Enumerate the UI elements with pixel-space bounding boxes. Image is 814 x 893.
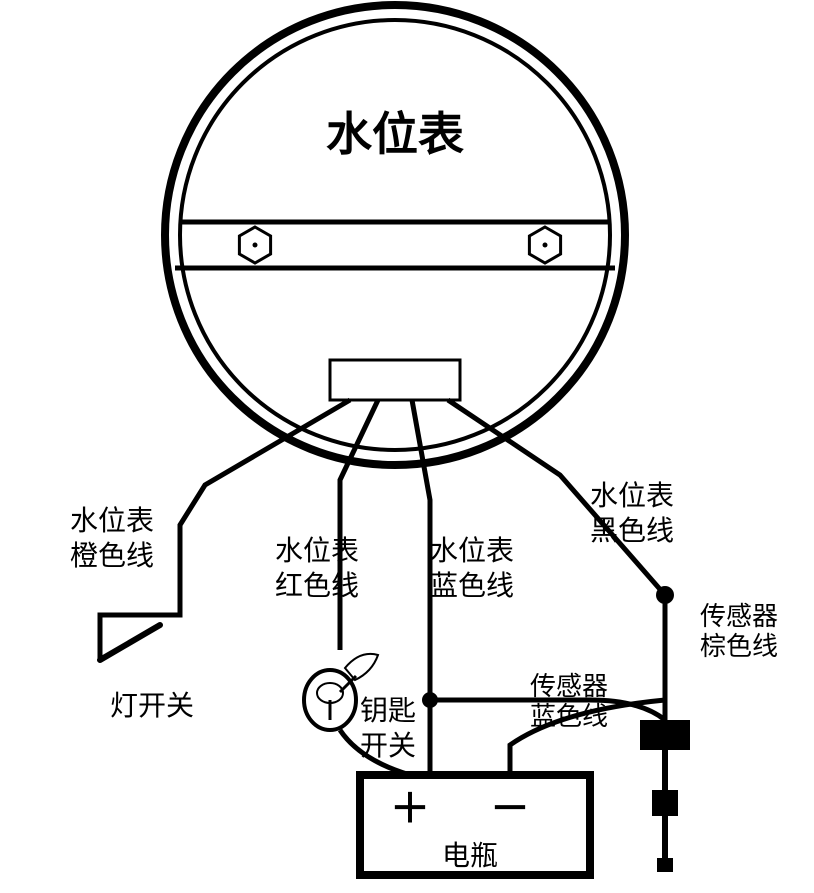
node-black-junction (656, 586, 674, 604)
wiring-diagram: 水位表 ＋ － 电瓶 水位表 橙色线 水位表 红色线 水位表 蓝色线 水位表 (0, 0, 814, 893)
label-sensor-brown-2: 棕色线 (700, 632, 778, 661)
hex-nut-left (239, 227, 270, 263)
label-sensor-brown-1: 传感器 (700, 602, 778, 631)
label-orange-1: 水位表 (70, 505, 154, 537)
label-key-switch-1: 钥匙 (360, 695, 416, 727)
lamp-switch-contact (100, 625, 160, 660)
gauge-title: 水位表 (326, 109, 464, 160)
label-black-2: 黑色线 (590, 515, 674, 547)
battery-plus-symbol: ＋ (390, 786, 430, 831)
label-blue-2: 蓝色线 (430, 570, 514, 602)
wire-red (340, 400, 378, 650)
sensor-icon (640, 720, 690, 872)
label-black-1: 水位表 (590, 480, 674, 512)
label-blue-1: 水位表 (430, 535, 514, 567)
label-sensor-blue-2: 蓝色线 (530, 702, 608, 731)
label-red-1: 水位表 (275, 535, 359, 567)
label-orange-2: 橙色线 (70, 540, 154, 572)
hex-nut-right (529, 227, 560, 263)
label-sensor-blue-1: 传感器 (530, 672, 608, 701)
battery-label: 电瓶 (442, 840, 498, 872)
label-red-2: 红色线 (275, 570, 359, 602)
label-key-switch-2: 开关 (360, 730, 416, 762)
node-blue-junction (422, 692, 438, 708)
label-lamp-switch: 灯开关 (110, 690, 194, 722)
battery-minus-symbol: － (490, 786, 530, 831)
gauge-connector (330, 360, 460, 400)
